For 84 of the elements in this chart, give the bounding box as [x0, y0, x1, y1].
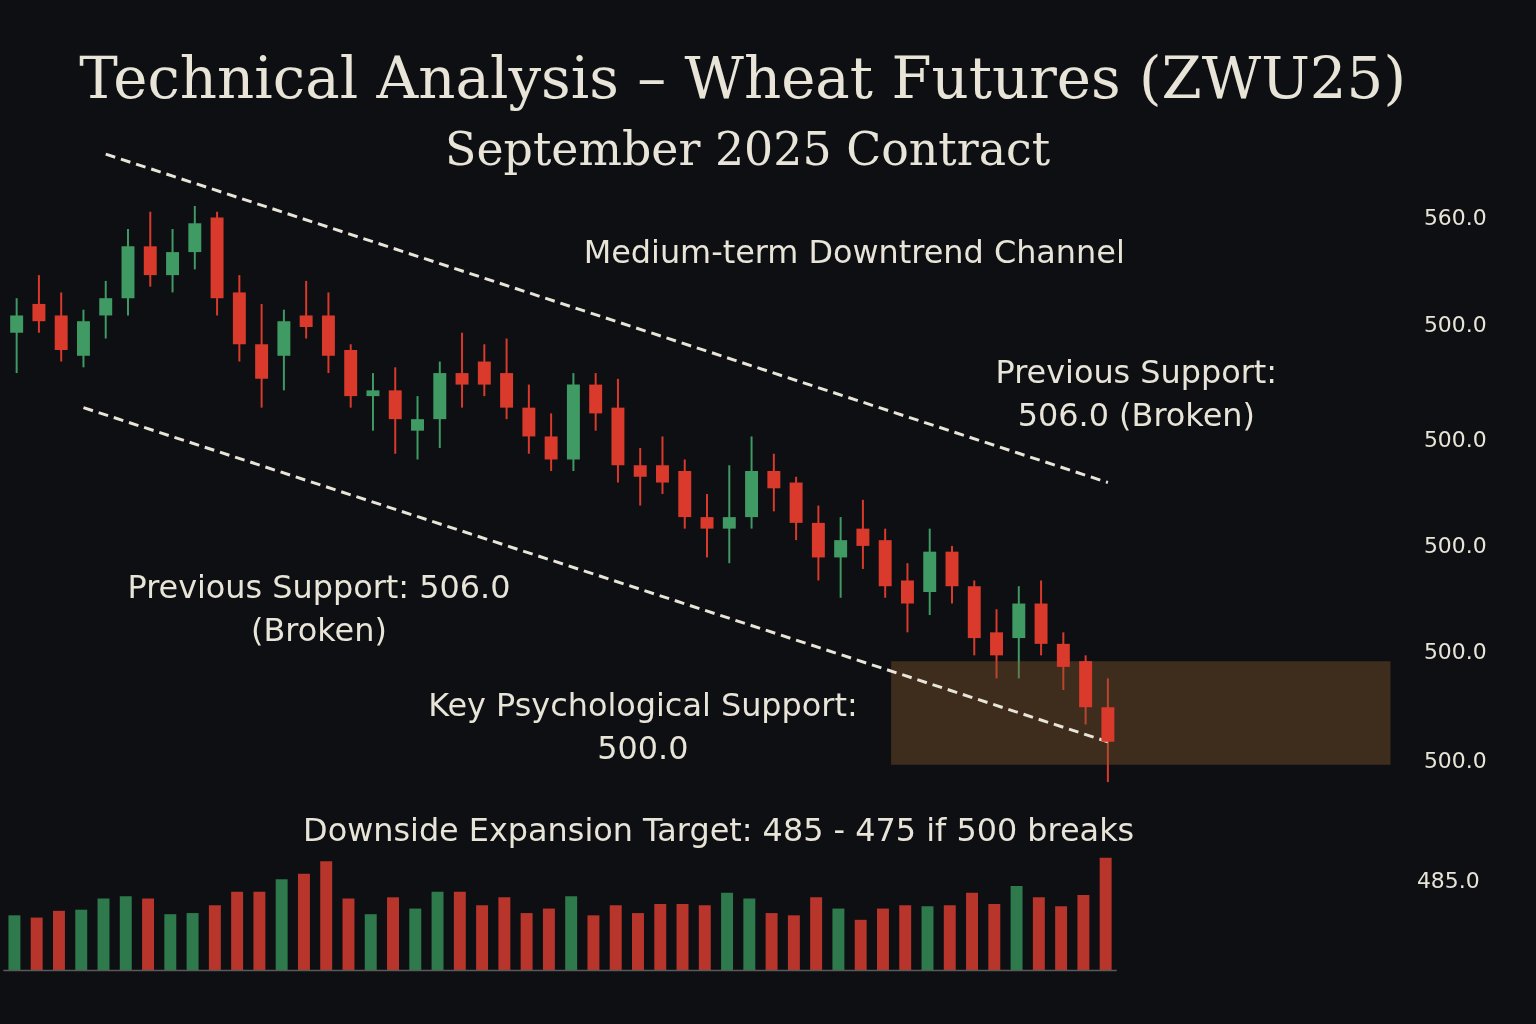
- candlestick: [544, 412, 558, 473]
- candlestick: [834, 516, 848, 599]
- candlestick: [722, 464, 736, 565]
- bar: [8, 915, 21, 971]
- candlestick: [656, 435, 669, 496]
- bar: [30, 917, 43, 971]
- bar: [966, 892, 979, 971]
- bar: [1099, 857, 1112, 971]
- bar: [676, 904, 689, 971]
- bar: [297, 873, 310, 971]
- candlestick: [366, 372, 380, 432]
- bar: [988, 904, 1001, 971]
- text: 500.0: [1423, 748, 1487, 774]
- annotation: Previous Support: 506.0 (Broken): [995, 353, 1278, 435]
- bar: [342, 898, 355, 971]
- bar: [632, 913, 644, 971]
- annotation: Medium-term Downtrend Channel: [583, 232, 1125, 271]
- bar: [142, 898, 155, 971]
- bar: [119, 896, 132, 971]
- bar: [75, 909, 88, 971]
- bar: [899, 905, 912, 971]
- bar: [320, 861, 333, 971]
- chart-subtitle: September 2025 Contract: [445, 122, 1051, 177]
- bar: [476, 905, 489, 971]
- candlestick: [411, 395, 424, 461]
- bar: [698, 905, 711, 971]
- candlestick: [32, 274, 46, 334]
- bar: [364, 914, 377, 971]
- text: 500.0: [1423, 427, 1487, 453]
- candlestick: [990, 608, 1004, 680]
- bar: [186, 913, 199, 971]
- candlestick: [455, 331, 469, 409]
- bar: [1055, 906, 1068, 971]
- candlestick: [1056, 631, 1070, 691]
- candlestick: [700, 493, 714, 559]
- bar: [854, 919, 867, 971]
- text: 500.0: [1423, 638, 1487, 664]
- bar: [832, 908, 845, 971]
- candlestick: [299, 279, 313, 340]
- bar: [253, 891, 266, 971]
- bar: [164, 914, 177, 971]
- bar: [431, 891, 444, 971]
- candlestick: [633, 446, 647, 507]
- candlestick: [477, 343, 491, 398]
- bar: [409, 908, 422, 971]
- candlestick: [900, 562, 914, 634]
- annotation: Previous Support: 506.0 (Broken): [127, 567, 511, 649]
- candlestick: [767, 452, 781, 513]
- bar: [654, 904, 667, 971]
- bar: [542, 908, 555, 971]
- bar: [498, 897, 511, 971]
- bar: [787, 915, 800, 971]
- bar: [743, 898, 756, 971]
- text: Downside Expansion Target: 485 - 475 if 500 breaks: [303, 810, 1135, 849]
- text: 500.0: [1423, 311, 1487, 337]
- text: 560.0: [1423, 204, 1487, 230]
- bar: [453, 891, 466, 971]
- bar: [609, 905, 622, 971]
- bar: [1077, 895, 1090, 971]
- candlestick: [10, 297, 24, 375]
- bar: [1032, 897, 1045, 971]
- bar: [721, 892, 734, 971]
- bar: [387, 897, 399, 971]
- text: 500.0: [1423, 532, 1487, 558]
- chart-title: Technical Analysis – Wheat Futures (ZWU25): [79, 44, 1406, 113]
- candlestick: [99, 279, 113, 340]
- bar: [275, 879, 288, 971]
- bar: [208, 905, 221, 971]
- bar: [1010, 886, 1023, 971]
- candlestick: [166, 228, 180, 294]
- bar: [943, 905, 956, 971]
- bar: [97, 898, 110, 971]
- bar: [765, 913, 778, 971]
- bar: [587, 915, 600, 971]
- bar: [810, 897, 823, 971]
- bar: [520, 913, 533, 971]
- text: 485.0: [1416, 867, 1480, 893]
- candlestick: [856, 498, 870, 570]
- bar: [52, 910, 65, 971]
- bar: [565, 896, 578, 971]
- bar: [876, 908, 889, 971]
- bar: [231, 891, 244, 971]
- bar: [921, 906, 934, 971]
- annotation: Key Psychological Support: 500.0: [428, 686, 858, 768]
